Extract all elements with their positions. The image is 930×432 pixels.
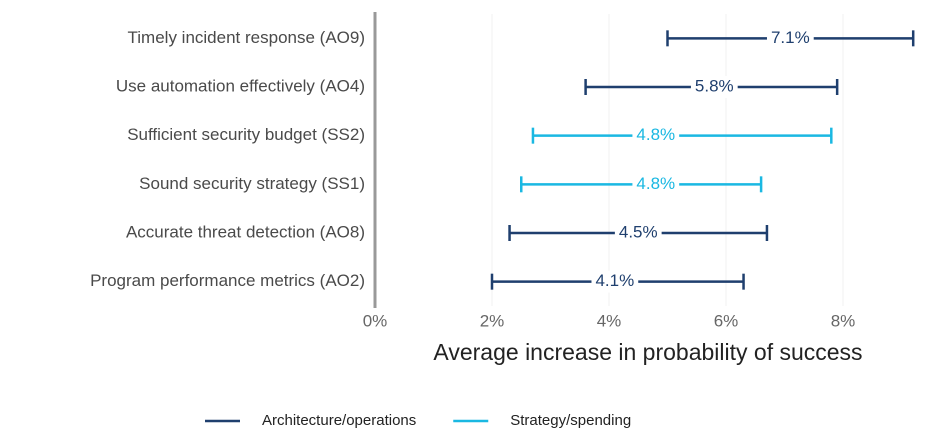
x-axis-label: Average increase in probability of succe… <box>433 339 862 365</box>
x-tick-label: 2% <box>480 311 505 330</box>
label-background <box>690 76 738 98</box>
x-tick-label: 8% <box>831 311 856 330</box>
y-tick-label: Sound security strategy (SS1) <box>139 174 365 193</box>
y-tick-label: Timely incident response (AO9) <box>128 28 365 47</box>
y-tick-label: Accurate threat detection (AO8) <box>126 222 365 241</box>
value-label: 4.1% <box>595 271 634 290</box>
y-tick-label: Sufficient security budget (SS2) <box>127 125 365 144</box>
value-label: 5.8% <box>695 76 734 95</box>
value-label: 4.8% <box>636 125 675 144</box>
y-tick-label: Program performance metrics (AO2) <box>90 271 365 290</box>
label-background <box>591 270 639 293</box>
value-label: 7.1% <box>771 28 810 47</box>
label-background <box>614 222 662 244</box>
value-label: 4.5% <box>619 222 658 241</box>
x-tick-label: 6% <box>714 311 739 330</box>
label-background <box>766 27 814 50</box>
y-tick-label: Use automation effectively (AO4) <box>116 76 365 95</box>
x-tick-label: 0% <box>363 311 388 330</box>
x-tick-label: 4% <box>597 311 622 330</box>
label-background <box>632 173 680 196</box>
legend-label: Architecture/operations <box>262 412 416 429</box>
label-background <box>632 124 680 147</box>
legend-label: Strategy/spending <box>510 412 631 429</box>
value-label: 4.8% <box>636 174 675 193</box>
